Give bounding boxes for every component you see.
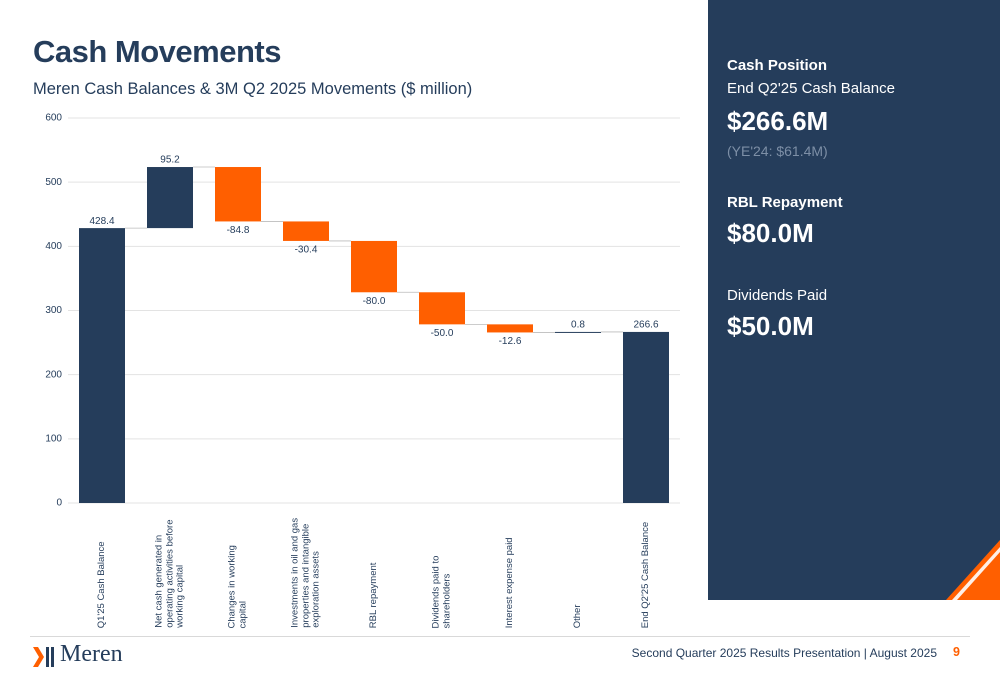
x-tick-label: Dividends paid to shareholders xyxy=(430,555,453,628)
value-label: 266.6 xyxy=(633,320,658,331)
x-tick-label: Interest expense paid xyxy=(503,536,515,628)
bar xyxy=(215,167,261,222)
bar xyxy=(79,228,125,504)
footer-rule xyxy=(30,636,970,637)
y-tick-label: 400 xyxy=(45,241,62,252)
page-number: 9 xyxy=(953,645,960,659)
value-label: -12.6 xyxy=(499,336,522,347)
x-tick-label: Q1'25 Cash Balance xyxy=(95,540,107,628)
label: End Q2'25 Cash Balance xyxy=(727,80,895,97)
x-tick-label: Investments in oil and gas properties an… xyxy=(289,517,322,628)
bar xyxy=(623,331,669,503)
value-label: -30.4 xyxy=(295,245,318,256)
bar xyxy=(283,221,329,241)
y-tick-label: 500 xyxy=(45,177,62,188)
chart: 0 100 200 300 400 500 600 428.4 95.2 -84.8 -30.4 -8… xyxy=(45,113,680,509)
value-label: 0.8 xyxy=(571,320,585,331)
y-tick-label: 0 xyxy=(56,498,62,509)
y-tick-label: 100 xyxy=(45,433,62,444)
value-label: 428.4 xyxy=(89,216,114,227)
bar xyxy=(419,292,465,325)
x-tick-label: RBL repayment xyxy=(367,562,379,628)
value-label: -50.0 xyxy=(431,328,454,339)
x-tick-label: End Q2'25 Cash Balance xyxy=(639,521,651,628)
logo-mark xyxy=(33,647,54,667)
value: $80.0M xyxy=(727,218,814,248)
value-label: 95.2 xyxy=(160,155,180,166)
x-tick-label: Other xyxy=(571,603,583,628)
note: (YE'24: $61.4M) xyxy=(727,143,828,159)
subtitle: Meren Cash Balances & 3M Q2 2025 Movemen… xyxy=(33,80,473,98)
corner-accent xyxy=(946,540,1000,600)
bar xyxy=(351,240,397,293)
sidebar: Cash Position End Q2'25 Cash Balance $26… xyxy=(708,0,1000,600)
bar xyxy=(147,167,193,229)
y-tick-label: 600 xyxy=(45,113,62,124)
value-label: -80.0 xyxy=(363,296,386,307)
x-tick-label: Changes in working capital xyxy=(226,544,249,628)
footer-text: Second Quarter 2025 Results Presentation… xyxy=(631,646,937,660)
value: $266.6M xyxy=(727,106,829,136)
y-tick-label: 300 xyxy=(45,305,62,316)
bar xyxy=(487,324,533,333)
title: Cash Movements xyxy=(33,34,281,69)
value-label: -84.8 xyxy=(227,225,250,236)
heading: Cash Position xyxy=(727,57,828,74)
y-tick-label: 200 xyxy=(45,369,62,380)
heading: RBL Repayment xyxy=(727,194,843,211)
value: $50.0M xyxy=(727,311,814,341)
logo: Meren xyxy=(60,641,123,667)
bar xyxy=(555,331,601,333)
label: Dividends Paid xyxy=(727,287,828,304)
x-tick-label: Net cash generated in operating activiti… xyxy=(153,519,186,628)
